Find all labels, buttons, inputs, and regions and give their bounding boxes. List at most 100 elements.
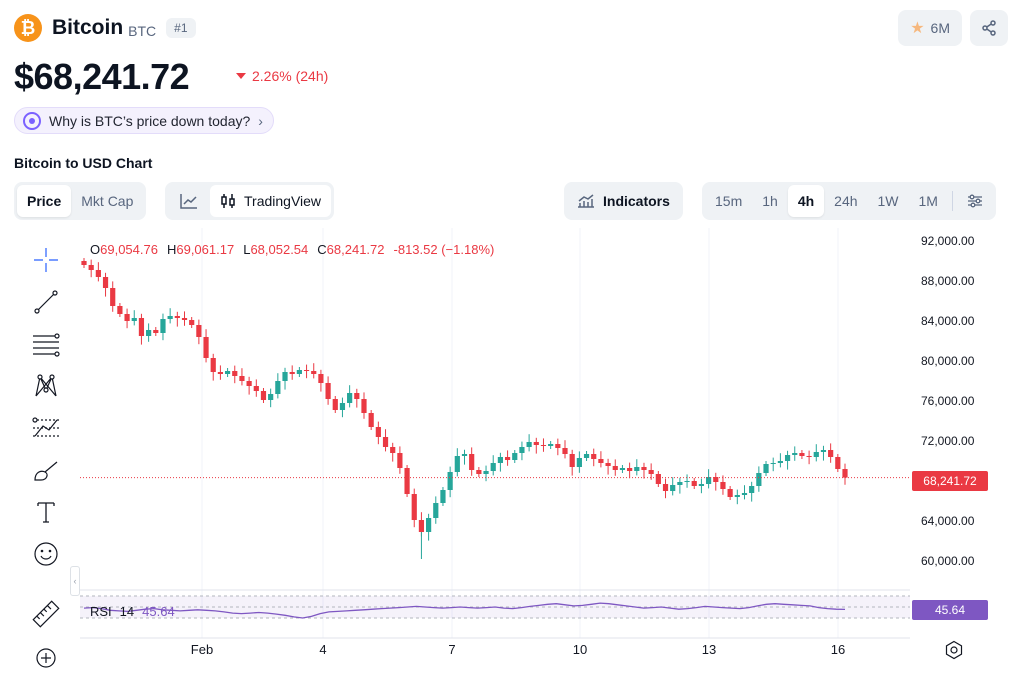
emoji-tool[interactable] [26, 536, 66, 572]
candle [598, 451, 604, 468]
candle [684, 474, 690, 488]
collapse-toolbar-button[interactable]: ‹ [70, 566, 80, 596]
candle [282, 367, 288, 390]
ruler-tool[interactable] [26, 596, 66, 632]
candle [504, 450, 511, 466]
candle [691, 478, 697, 489]
coin-header: ₿ Bitcoin BTC #1 [14, 14, 196, 42]
candle [110, 281, 116, 312]
price-change-24h: 2.26% (24h) [236, 68, 328, 84]
tab-15m[interactable]: 15m [715, 193, 743, 209]
chevron-right-icon: › [258, 112, 263, 129]
fib-tool[interactable] [26, 326, 66, 362]
y-tick-label: 60,000.00 [921, 554, 975, 568]
candle [311, 363, 317, 379]
candle [519, 441, 525, 461]
why-price-down-button[interactable]: Why is BTC’s price down today? › [14, 107, 274, 134]
candle [483, 465, 489, 482]
candle [253, 379, 259, 397]
candle [835, 454, 841, 472]
tab-24h[interactable]: 24h [834, 193, 858, 209]
y-tick-label: 92,000.00 [921, 234, 975, 248]
candle [354, 388, 360, 408]
candle [670, 477, 676, 496]
candle [648, 463, 654, 480]
y-tick-label: 72,000.00 [921, 434, 975, 448]
zoom-in-tool[interactable] [26, 640, 66, 676]
candle [763, 461, 769, 476]
ohlc-open: O69,054.76 [90, 242, 158, 257]
pattern-tool[interactable] [26, 368, 66, 404]
candle [727, 486, 733, 500]
tab-1m[interactable]: 1M [918, 193, 938, 209]
prediction-tool[interactable] [26, 410, 66, 446]
line-chart-icon [180, 194, 197, 209]
text-tool[interactable] [26, 494, 66, 530]
candle [332, 396, 338, 413]
candle [189, 317, 195, 328]
line-chart-button[interactable] [168, 185, 210, 217]
candle [461, 449, 468, 465]
zoom-in-icon [36, 648, 56, 668]
candle [117, 303, 123, 317]
y-tick-label: 80,000.00 [921, 354, 975, 368]
candle [820, 445, 827, 461]
ohlc-legend: O69,054.76 H69,061.17 L68,052.54 C68,241… [90, 242, 494, 257]
candle [526, 434, 532, 452]
candle [426, 513, 432, 541]
rsi-value-tag: 45.64 [912, 600, 988, 620]
watchlist-button[interactable]: ★ 6M [898, 10, 962, 46]
tab-1w[interactable]: 1W [877, 193, 899, 209]
candle [583, 451, 590, 461]
chart-settings-button[interactable] [957, 185, 993, 217]
chart-properties-button[interactable] [944, 640, 964, 665]
candle [411, 488, 417, 528]
tab-mkt-cap[interactable]: Mkt Cap [81, 193, 134, 209]
brush-tool[interactable] [26, 452, 66, 488]
candle [540, 438, 547, 452]
ohlc-low: L68,052.54 [243, 242, 309, 257]
candle [246, 376, 252, 395]
tradingview-button[interactable]: TradingView [210, 185, 332, 217]
candle [469, 447, 475, 476]
candle [239, 368, 245, 386]
candle [131, 310, 137, 326]
candle [548, 441, 554, 449]
candle [217, 365, 224, 380]
candle [397, 446, 403, 474]
candle [440, 487, 446, 506]
candle [138, 313, 145, 345]
coin-name: Bitcoin [52, 16, 124, 39]
candle [296, 367, 302, 377]
sliders-icon [967, 194, 982, 208]
y-tick-label: 76,000.00 [921, 394, 975, 408]
indicators-button[interactable]: Indicators [567, 185, 680, 217]
candle [160, 313, 166, 341]
x-tick-label: 4 [319, 642, 327, 657]
candle [512, 450, 518, 463]
tab-price[interactable]: Price [17, 185, 72, 217]
candle [153, 327, 159, 336]
candle [741, 485, 748, 500]
candle [634, 459, 640, 476]
rsi-period: 14 [119, 604, 135, 619]
candle [476, 467, 482, 477]
emoji-icon [34, 542, 58, 566]
share-button[interactable] [970, 10, 1008, 46]
trend-line-icon [34, 290, 58, 314]
tab-4h[interactable]: 4h [787, 185, 825, 217]
candle [382, 429, 389, 452]
watchlist-count: 6M [930, 20, 950, 36]
brush-icon [34, 461, 58, 481]
candle [88, 259, 94, 278]
crosshair-tool[interactable] [26, 242, 66, 278]
candlestick-icon [221, 194, 235, 208]
candle [655, 471, 661, 487]
timeframe-toggle: 15m 1h 4h 24h 1W 1M [702, 182, 996, 220]
price-chart[interactable] [80, 228, 910, 676]
candle [404, 465, 410, 497]
trend-line-tool[interactable] [26, 284, 66, 320]
rsi-line [83, 602, 846, 619]
tab-1h[interactable]: 1h [762, 193, 778, 209]
ai-assistant-icon [23, 111, 41, 130]
